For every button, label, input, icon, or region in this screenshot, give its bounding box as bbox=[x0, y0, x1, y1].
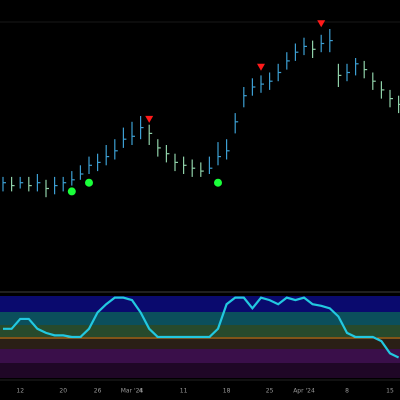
band-lower bbox=[0, 337, 400, 349]
buy-signal bbox=[85, 178, 93, 187]
oscillator-line bbox=[3, 296, 400, 359]
x-tick-label: 15 bbox=[386, 388, 394, 395]
x-tick-label: 8 bbox=[345, 388, 349, 395]
x-tick-label: 18 bbox=[223, 388, 231, 395]
x-tick-label: 20 bbox=[59, 388, 67, 395]
x-tick-label: 26 bbox=[94, 388, 102, 395]
band-low bbox=[0, 349, 400, 363]
sell-signal bbox=[257, 63, 265, 71]
sell-signal bbox=[145, 115, 154, 123]
x-tick-label: 11 bbox=[180, 388, 188, 395]
band-bottom bbox=[0, 363, 400, 378]
x-tick-label: 12 bbox=[16, 388, 24, 395]
sell-signal bbox=[317, 20, 326, 28]
x-tick-label: Apr '24 bbox=[293, 388, 315, 395]
buy-signal bbox=[214, 178, 222, 187]
x-tick-label: 25 bbox=[266, 388, 274, 395]
x-tick-label: 4 bbox=[139, 388, 143, 395]
band-top bbox=[0, 296, 400, 312]
x-tick-label: Mar '24 bbox=[121, 388, 144, 395]
buy-signal bbox=[67, 187, 76, 196]
band-upper bbox=[0, 312, 400, 325]
band-middle bbox=[0, 325, 400, 337]
